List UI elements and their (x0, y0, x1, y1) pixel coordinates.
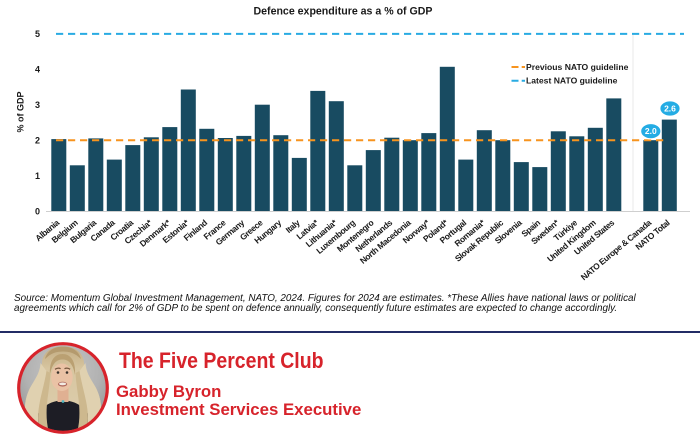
svg-text:Previous NATO guideline: Previous NATO guideline (526, 62, 629, 72)
svg-text:Latest NATO guideline: Latest NATO guideline (526, 76, 618, 86)
svg-text:4: 4 (35, 65, 40, 75)
svg-text:3: 3 (35, 100, 40, 110)
svg-text:Defence expenditure as a % of: Defence expenditure as a % of GDP (254, 6, 433, 18)
svg-text:1: 1 (35, 171, 40, 181)
svg-text:% of GDP: % of GDP (16, 91, 26, 132)
svg-text:2.0: 2.0 (645, 126, 657, 136)
svg-text:2.6: 2.6 (664, 104, 676, 114)
svg-text:0: 0 (35, 206, 40, 216)
svg-text:5: 5 (35, 29, 40, 39)
svg-text:2: 2 (35, 136, 40, 146)
